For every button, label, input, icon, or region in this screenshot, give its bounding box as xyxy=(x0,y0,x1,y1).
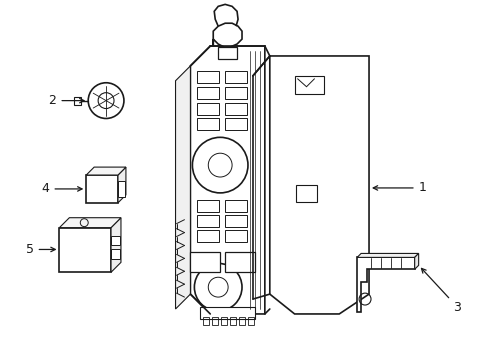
Bar xyxy=(224,252,254,272)
Bar xyxy=(224,230,246,242)
Text: 1: 1 xyxy=(372,181,426,194)
Bar xyxy=(224,215,246,227)
Bar xyxy=(239,317,244,325)
Text: 2: 2 xyxy=(48,94,84,107)
Bar xyxy=(224,118,246,130)
Polygon shape xyxy=(111,218,121,272)
Bar xyxy=(197,71,219,83)
Text: 5: 5 xyxy=(25,243,55,256)
Polygon shape xyxy=(213,23,242,47)
Bar xyxy=(294,76,324,94)
Polygon shape xyxy=(218,47,237,59)
Bar xyxy=(86,175,118,203)
Bar xyxy=(224,200,246,212)
Bar xyxy=(60,228,111,272)
Bar xyxy=(197,215,219,227)
Bar xyxy=(197,200,219,212)
Polygon shape xyxy=(414,253,418,269)
Bar xyxy=(190,252,220,272)
Bar xyxy=(224,87,246,99)
Bar xyxy=(118,181,124,197)
Bar xyxy=(224,103,246,114)
Bar xyxy=(197,103,219,114)
Bar xyxy=(200,307,254,319)
Bar xyxy=(111,249,120,260)
Polygon shape xyxy=(175,66,190,309)
Polygon shape xyxy=(356,257,414,312)
Bar xyxy=(197,87,219,99)
Bar xyxy=(111,235,120,246)
Polygon shape xyxy=(190,46,264,314)
Bar xyxy=(224,71,246,83)
Polygon shape xyxy=(118,167,126,203)
Bar xyxy=(212,317,218,325)
Polygon shape xyxy=(60,218,121,228)
Bar xyxy=(74,96,81,105)
Bar xyxy=(221,317,226,325)
Polygon shape xyxy=(269,56,368,314)
Text: 3: 3 xyxy=(421,269,460,314)
Text: 4: 4 xyxy=(41,183,82,195)
Bar xyxy=(295,185,317,202)
Polygon shape xyxy=(356,253,418,257)
Bar xyxy=(203,317,209,325)
Bar xyxy=(247,317,253,325)
Bar xyxy=(197,230,219,242)
Polygon shape xyxy=(86,167,126,175)
Bar xyxy=(197,118,219,130)
Bar xyxy=(230,317,236,325)
